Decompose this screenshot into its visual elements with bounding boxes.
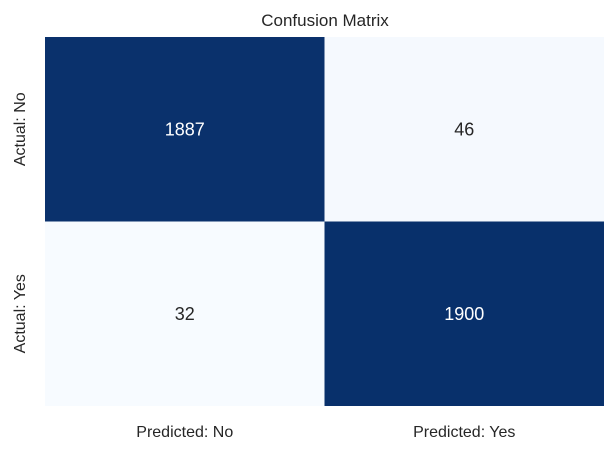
cell-value-false-negative: 32 <box>175 304 195 324</box>
y-tick-label: Actual: Yes <box>12 274 29 353</box>
heatmap-cell-true-negative <box>45 37 325 222</box>
y-tick-labels: Actual: No Actual: Yes <box>12 92 29 353</box>
x-tick-label: Predicted: No <box>136 424 233 441</box>
x-tick-labels: Predicted: No Predicted: Yes <box>136 424 515 441</box>
heatmap-cells: 1887 46 32 1900 <box>45 37 604 406</box>
heatmap-cell-true-positive <box>324 221 604 406</box>
chart-title: Confusion Matrix <box>261 11 389 30</box>
heatmap-cell-false-negative <box>45 221 325 406</box>
y-tick-label: Actual: No <box>12 92 29 166</box>
cell-value-true-negative: 1887 <box>165 119 205 139</box>
x-tick-label: Predicted: Yes <box>413 424 515 441</box>
cell-value-true-positive: 1900 <box>444 304 484 324</box>
cell-value-false-positive: 46 <box>454 119 474 139</box>
heatmap-cell-false-positive <box>324 37 604 222</box>
